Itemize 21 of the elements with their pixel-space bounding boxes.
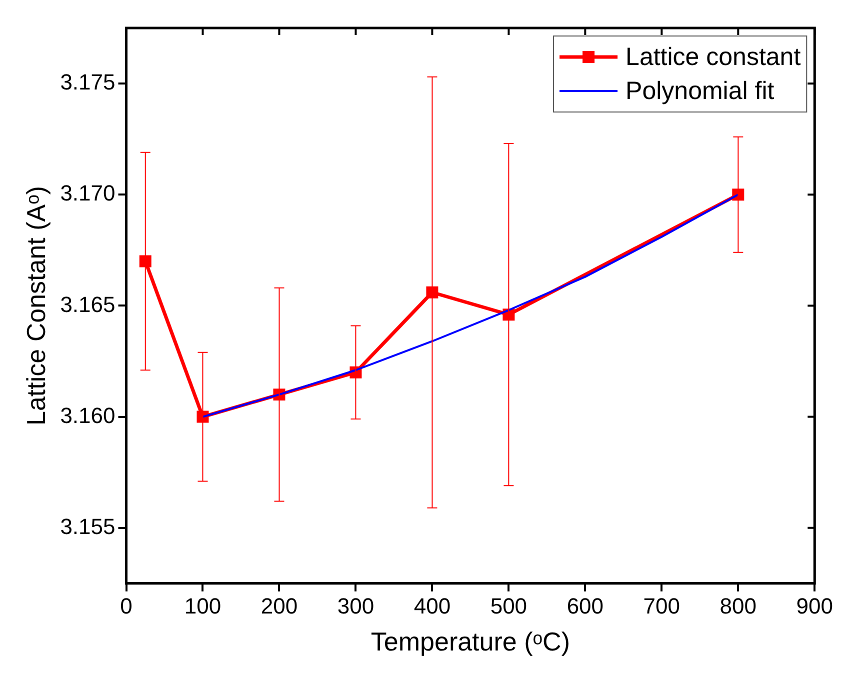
x-tick-label: 400 — [414, 594, 451, 619]
legend-label: Lattice constant — [626, 42, 801, 71]
y-axis-title: Lattice Constant (Aᵒ) — [20, 186, 51, 426]
x-tick-label: 700 — [643, 594, 680, 619]
y-tick-label: 3.170 — [60, 180, 116, 206]
y-tick-label: 3.155 — [60, 514, 116, 539]
y-tick-label: 3.160 — [60, 402, 116, 428]
x-tick-label: 900 — [796, 594, 834, 619]
x-tick-label: 800 — [720, 594, 757, 619]
x-tick-label: 0 — [120, 594, 132, 619]
x-axis-title: Temperature (ᵒC) — [370, 626, 570, 657]
x-tick-label: 100 — [184, 594, 222, 619]
x-tick-label: 300 — [337, 594, 374, 619]
y-tick-label: 3.175 — [60, 70, 116, 95]
point — [139, 255, 152, 268]
legend-label: Polynomial fit — [626, 76, 774, 105]
y-tick-label: 3.165 — [60, 292, 116, 317]
x-tick-label: 600 — [566, 594, 604, 619]
x-tick-label: 500 — [490, 594, 528, 619]
point — [426, 286, 438, 298]
x-tick-label: 200 — [260, 594, 298, 619]
